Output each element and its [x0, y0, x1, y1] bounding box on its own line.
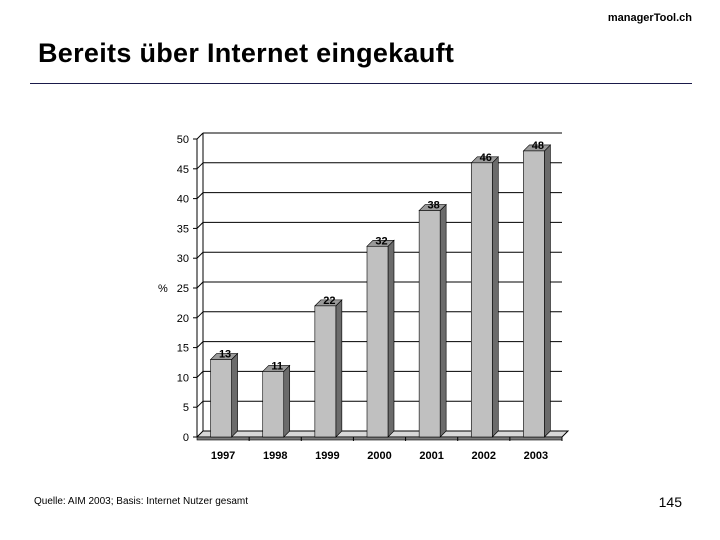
y-tick-label: 35 [177, 223, 189, 235]
data-label: 13 [219, 349, 231, 361]
y-tick-label: 50 [177, 134, 189, 146]
y-axis-label: % [158, 283, 168, 295]
x-tick-label: 2002 [472, 450, 496, 462]
bar-front [262, 371, 285, 438]
data-label: 48 [532, 140, 544, 152]
floor-edge [196, 436, 563, 441]
data-label: 11 [271, 360, 283, 372]
gridline-diagonal [196, 132, 204, 140]
x-tick-label: 1999 [315, 450, 339, 462]
y-tick-label: 10 [177, 372, 189, 384]
y-tick-label: 45 [177, 164, 189, 176]
gridline-diagonal [196, 400, 204, 408]
bar-front [210, 359, 232, 438]
bar [366, 239, 395, 438]
y-tick-label: 30 [177, 253, 189, 265]
y-tick-label: 40 [177, 194, 189, 206]
data-label: 22 [323, 295, 335, 307]
bar-front [418, 210, 441, 438]
bar [418, 203, 447, 438]
y-tick-label: 5 [183, 402, 189, 414]
bar-side [491, 156, 499, 438]
bar-front [366, 245, 389, 438]
page-number: 145 [658, 494, 682, 510]
data-label: 46 [480, 152, 492, 164]
y-tick-label: 25 [177, 283, 189, 295]
gridline-diagonal [196, 192, 204, 199]
gridline-diagonal [196, 251, 204, 259]
bar-side [231, 352, 238, 438]
gridline-diagonal [196, 371, 204, 378]
bar-front [470, 162, 493, 438]
gridline-diagonal [196, 162, 204, 170]
x-tick-label: 2000 [367, 450, 391, 462]
bar-front [523, 150, 545, 438]
gridline-diagonal [196, 311, 204, 319]
bar-side [335, 299, 343, 438]
bar [261, 364, 291, 438]
page-title: Bereits über Internet eingekauft [38, 38, 455, 68]
bar [209, 352, 239, 438]
gridline-diagonal [196, 222, 204, 229]
y-tick-label: 20 [177, 313, 189, 325]
bar [314, 299, 343, 438]
title-divider [30, 83, 692, 84]
bar-side [283, 364, 291, 438]
y-tick-label: 15 [177, 343, 189, 355]
data-label: 32 [375, 235, 387, 247]
bar [470, 156, 500, 438]
gridline-diagonal [196, 341, 204, 348]
bar-front [314, 305, 337, 438]
brand-label: managerTool.ch [607, 12, 692, 24]
x-tick-label: 2001 [419, 450, 443, 462]
bar-layer [209, 144, 552, 438]
y-tick-label: 0 [183, 432, 189, 444]
bar-side [544, 144, 551, 438]
gridline-diagonal [196, 281, 204, 289]
source-note: Quelle: AIM 2003; Basis: Internet Nutzer… [34, 496, 248, 507]
label-layer: 0 5 10 15 20 25 30 35 40 45 50% 13 1997 11 1998 22 1999 3… [158, 134, 548, 462]
data-label: 38 [428, 200, 440, 212]
x-tick-label: 1997 [211, 450, 235, 462]
bar-side [439, 203, 447, 438]
x-tick-label: 1998 [263, 450, 287, 462]
bar-side [387, 239, 395, 438]
bar [522, 144, 552, 438]
x-tick-label: 2003 [524, 450, 548, 462]
